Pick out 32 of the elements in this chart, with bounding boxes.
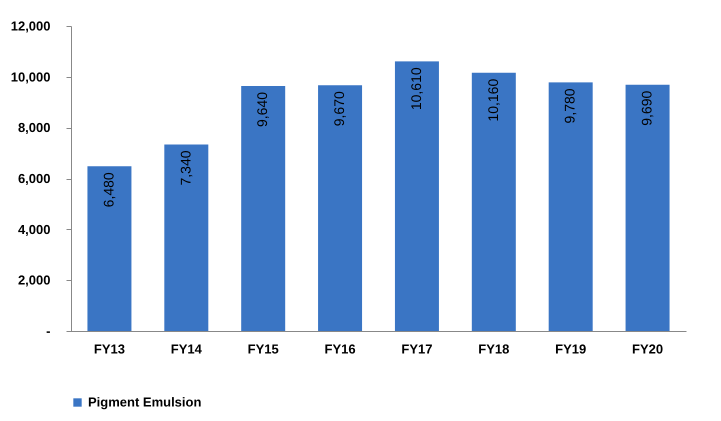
x-tick-label: FY14 [170, 342, 203, 356]
data-label: 9,640 [254, 92, 270, 128]
data-label: 9,690 [638, 90, 655, 126]
y-tick-label: - [46, 324, 50, 338]
bar [626, 84, 670, 331]
data-label: 7,340 [177, 150, 194, 186]
bar [472, 72, 516, 331]
data-label: 10,610 [408, 67, 424, 110]
x-tick-label: FY15 [248, 342, 279, 356]
y-tick-label: 2,000 [18, 272, 50, 288]
data-label: 10,160 [484, 78, 501, 122]
x-tick-label: FY19 [555, 342, 586, 356]
x-tick-label: FY17 [401, 342, 432, 356]
y-tick-label: 10,000 [10, 69, 50, 84]
x-tick-label: FY16 [324, 342, 356, 356]
x-tick-label: FY13 [94, 342, 125, 356]
x-tick-label: FY20 [632, 342, 664, 356]
bar [394, 61, 439, 331]
bar [164, 144, 208, 331]
bar [241, 86, 286, 331]
y-tick-label: 8,000 [18, 120, 50, 136]
legend-label: Pigment Emulsion [88, 394, 202, 410]
x-tick-label: FY18 [478, 342, 510, 356]
data-label: 9,780 [562, 88, 578, 124]
bar [548, 82, 593, 331]
y-tick-label: 4,000 [18, 222, 50, 237]
bar [87, 166, 132, 331]
data-label: 9,670 [331, 91, 348, 126]
bar [318, 85, 362, 331]
data-label: 6,480 [100, 172, 116, 208]
y-tick-label: 12,000 [10, 18, 50, 34]
y-tick-label: 6,000 [18, 171, 50, 186]
